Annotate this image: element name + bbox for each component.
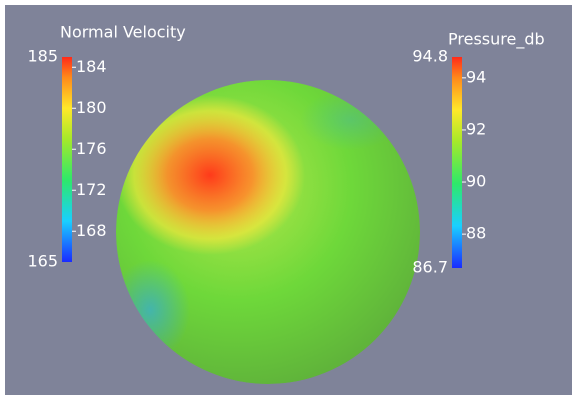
tick-label: 172: [76, 180, 107, 199]
colorbar-max-label: 185: [27, 47, 58, 66]
colorbar-title: Pressure_db: [448, 30, 545, 50]
colorbar: [452, 57, 462, 268]
tick-label: 92: [466, 119, 486, 138]
tick-label: 184: [76, 57, 107, 76]
tick-label: 168: [76, 221, 107, 240]
tick-label: 94: [466, 67, 486, 86]
colorbar-min-label: 86.7: [412, 258, 448, 277]
colorbar-title: Normal Velocity: [60, 23, 186, 42]
screenshot: Normal Velocity Pressure_db 185 165 184 180…: [0, 0, 576, 400]
tick-label: 90: [466, 172, 486, 191]
colorbar: [62, 57, 72, 262]
tick-label: 88: [466, 224, 486, 243]
tick-label: 180: [76, 98, 107, 117]
colorbar-max-label: 94.8: [412, 47, 448, 66]
colorbar-min-label: 165: [27, 252, 58, 271]
viewport: Normal Velocity Pressure_db 185 165 184 180…: [0, 0, 576, 400]
tick-label: 176: [76, 139, 107, 158]
